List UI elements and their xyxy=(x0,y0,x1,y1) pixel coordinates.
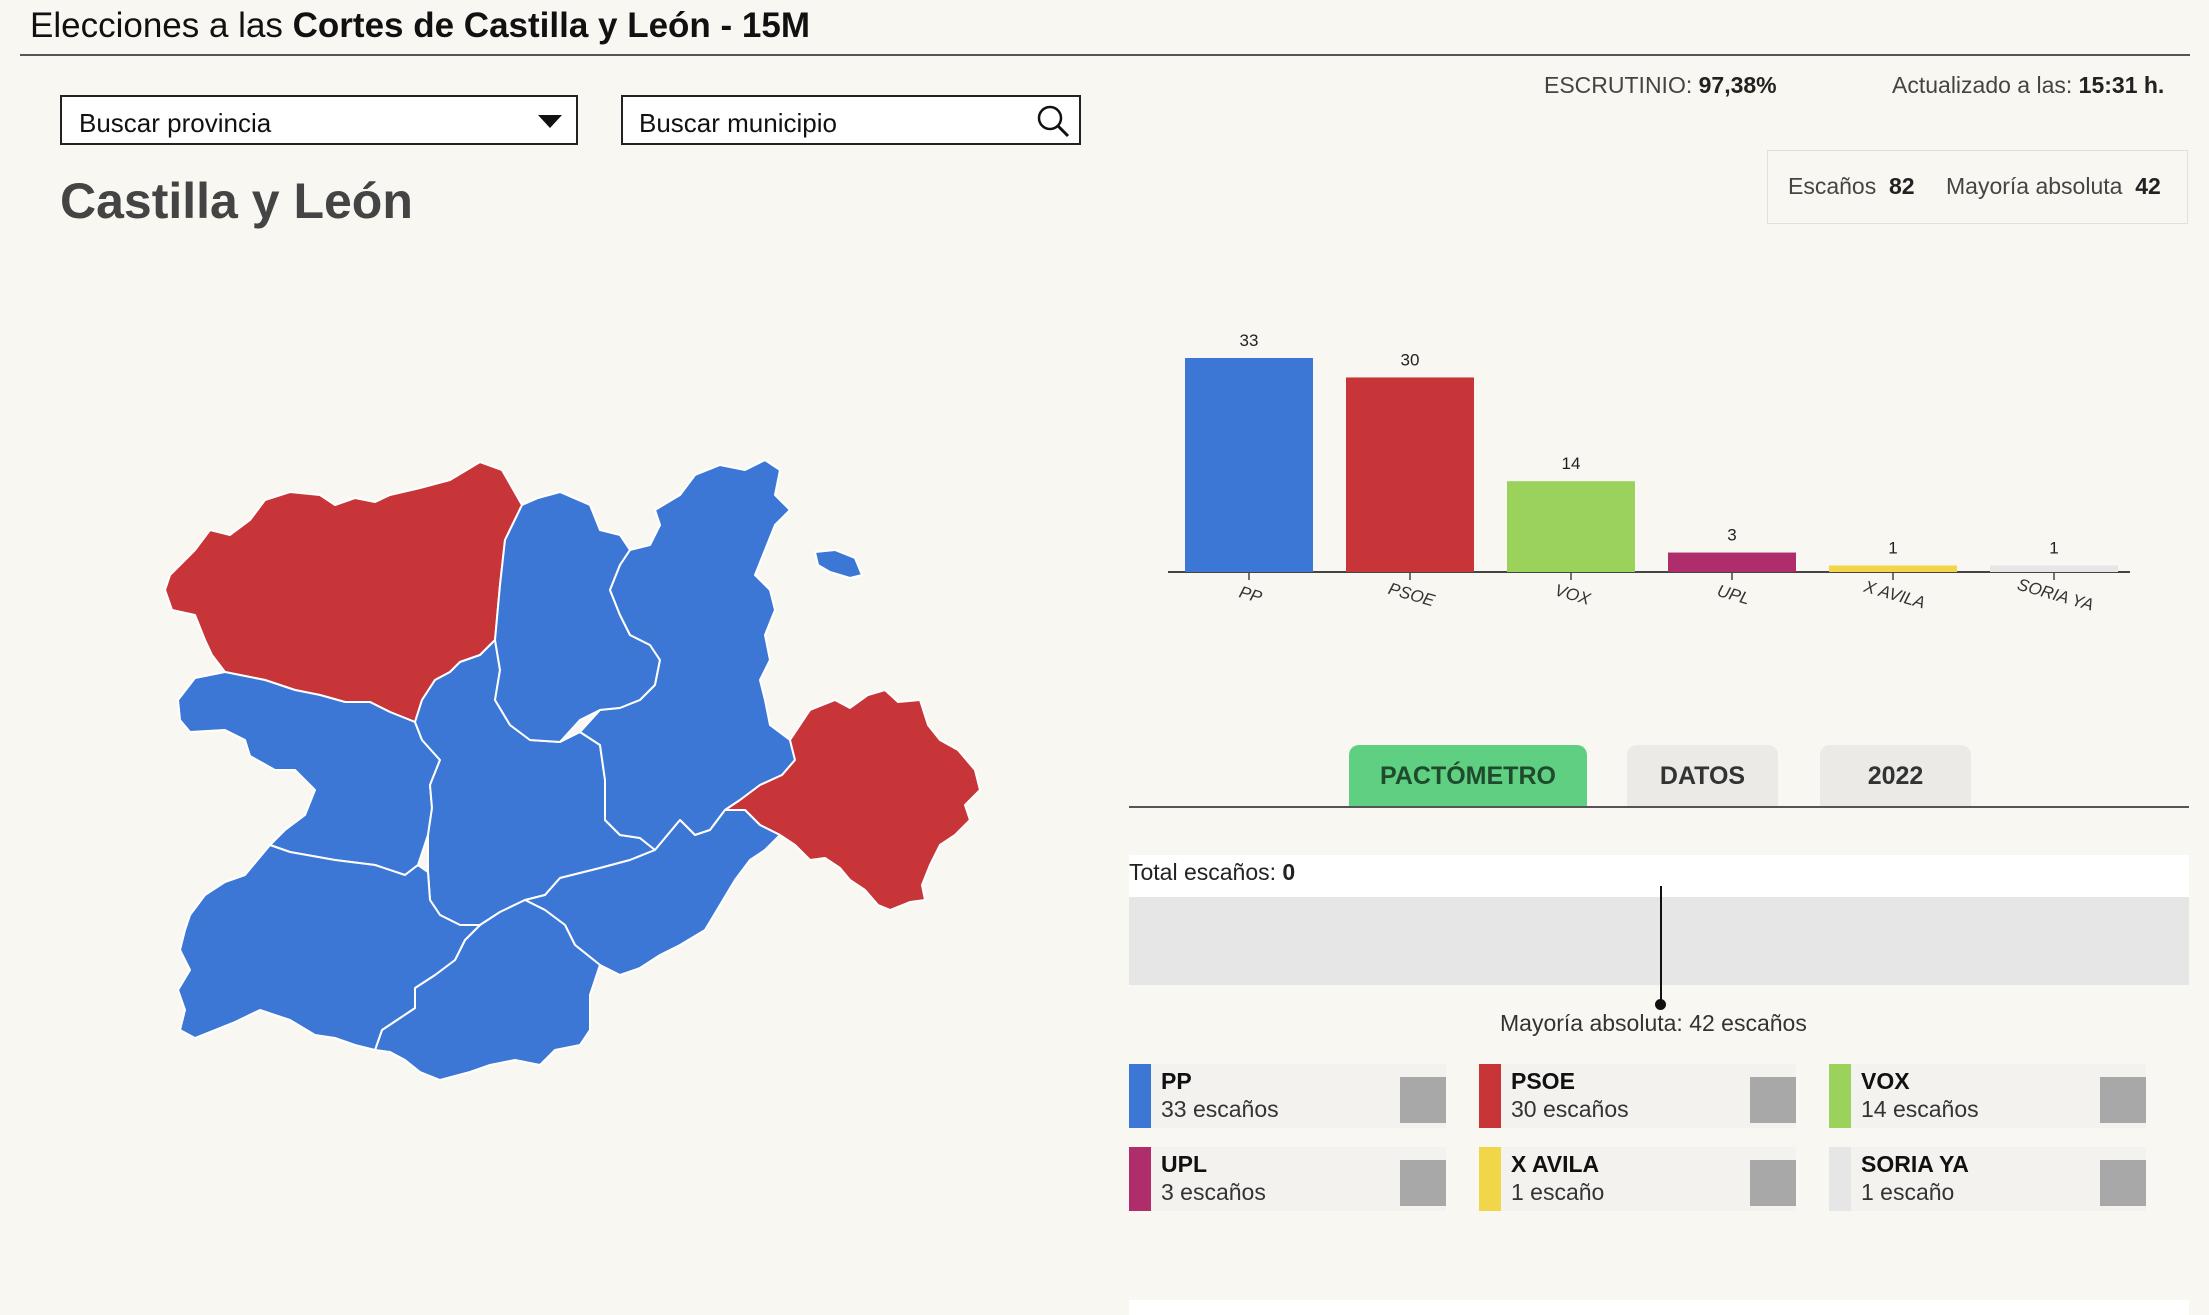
scrutiny-value: 97,38% xyxy=(1698,72,1777,98)
party-name: UPL xyxy=(1161,1151,1207,1177)
election-title-prefix: Elecciones a las xyxy=(30,6,293,45)
chart-value-label-vox: 14 xyxy=(1562,454,1581,473)
chart-bar-pp[interactable] xyxy=(1185,358,1313,572)
party-toggle-checkbox[interactable] xyxy=(1400,1160,1446,1206)
chart-value-label-pp: 33 xyxy=(1240,331,1259,350)
tabs-divider xyxy=(1129,806,2189,808)
election-title: Elecciones a las Cortes de Castilla y Le… xyxy=(30,6,810,46)
seats-bar-chart: 33 PP 30 PSOE 14 VOX 3 UPL 1 X AVILA 1 SORIA YA xyxy=(1168,331,2130,615)
updated-value: 15:31 h. xyxy=(2078,72,2165,98)
chart-bar-vox[interactable] xyxy=(1507,481,1635,572)
total-seats-selected: Total escaños: 0 xyxy=(1129,859,1295,886)
election-title-bold: Cortes de Castilla y León - 15M xyxy=(292,6,811,45)
chart-category-label-soria-ya: SORIA YA xyxy=(2015,575,2096,615)
search-icon[interactable] xyxy=(1035,103,1071,139)
chart-value-label-psoe: 30 xyxy=(1401,350,1420,369)
party-seats: 14 escaños xyxy=(1861,1096,1979,1122)
chart-bar-x-avila[interactable] xyxy=(1829,565,1957,572)
party-name: VOX xyxy=(1861,1068,1910,1094)
tab-pactometro[interactable]: PACTÓMETRO xyxy=(1349,745,1587,807)
chart-category-label-psoe: PSOE xyxy=(1386,579,1437,610)
chart-category-label-vox: VOX xyxy=(1553,581,1593,609)
total-seats-label: Escaños xyxy=(1788,173,1877,199)
party-name: SORIA YA xyxy=(1861,1151,1969,1177)
updated-label: Actualizado a las: xyxy=(1892,72,2073,98)
party-color-swatch xyxy=(1829,1064,1851,1128)
party-toggle-checkbox[interactable] xyxy=(2100,1077,2146,1123)
map-province-salamanca[interactable] xyxy=(177,844,481,1051)
absolute-majority: Mayoría absoluta 42 xyxy=(1946,173,2161,200)
seats-summary: Escaños 82 Mayoría absoluta 42 xyxy=(1767,150,2188,224)
party-name: X AVILA xyxy=(1511,1151,1600,1177)
province-select-label: Buscar provincia xyxy=(79,108,272,138)
party-color-swatch xyxy=(1829,1147,1851,1211)
scrutiny-status: ESCRUTINIO: 97,38% xyxy=(1544,72,1777,99)
party-color-swatch xyxy=(1129,1064,1151,1128)
party-toggle-checkbox[interactable] xyxy=(1750,1077,1796,1123)
party-card-psoe[interactable]: PSOE 30 escaños xyxy=(1479,1064,1796,1128)
total-seats: Escaños 82 xyxy=(1788,173,1915,200)
party-card-vox[interactable]: VOX 14 escaños xyxy=(1829,1064,2146,1128)
scrutiny-label: ESCRUTINIO: xyxy=(1544,72,1693,98)
chevron-down-icon xyxy=(538,115,562,128)
absolute-majority-value: 42 xyxy=(2135,173,2161,199)
chart-value-label-x-avila: 1 xyxy=(1888,539,1897,558)
party-seats: 1 escaño xyxy=(1511,1179,1605,1205)
majority-marker-label: Mayoría absoluta: 42 escaños xyxy=(1500,1010,1807,1036)
party-color-swatch xyxy=(1479,1064,1501,1128)
party-toggle-checkbox[interactable] xyxy=(1400,1077,1446,1123)
municipality-search-input[interactable]: Buscar municipio xyxy=(621,95,1081,145)
next-section-edge xyxy=(1129,1300,2189,1315)
absolute-majority-label: Mayoría absoluta xyxy=(1946,173,2123,199)
party-color-swatch xyxy=(1129,1147,1151,1211)
pactometro-bar xyxy=(1129,897,2189,985)
tab-datos[interactable]: DATOS xyxy=(1627,745,1778,807)
chart-category-label-pp: PP xyxy=(1237,582,1265,607)
party-card-pp[interactable]: PP 33 escaños xyxy=(1129,1064,1446,1128)
party-card-soria-ya[interactable]: SORIA YA 1 escaño xyxy=(1829,1147,2146,1211)
party-color-swatch xyxy=(1479,1147,1501,1211)
page-header: Elecciones a las Cortes de Castilla y Le… xyxy=(20,0,2190,56)
chart-value-label-upl: 3 xyxy=(1727,526,1736,545)
chart-value-label-soria-ya: 1 xyxy=(2049,539,2058,558)
party-toggle-checkbox[interactable] xyxy=(1750,1160,1796,1206)
party-seats: 30 escaños xyxy=(1511,1096,1629,1122)
map-province-burgos-exclave[interactable] xyxy=(814,549,863,579)
party-card-upl[interactable]: UPL 3 escaños xyxy=(1129,1147,1446,1211)
map-province-segovia[interactable] xyxy=(524,809,781,976)
party-seats: 1 escaño xyxy=(1861,1179,1955,1205)
total-selected-value: 0 xyxy=(1282,859,1296,885)
party-name: PSOE xyxy=(1511,1068,1575,1094)
chart-category-label-x-avila: X AVILA xyxy=(1861,577,1927,613)
tab-2022[interactable]: 2022 xyxy=(1820,745,1971,807)
party-card-x-avila[interactable]: X AVILA 1 escaño xyxy=(1479,1147,1796,1211)
chart-bar-upl[interactable] xyxy=(1668,552,1796,572)
chart-bar-psoe[interactable] xyxy=(1346,377,1474,572)
municipality-search-placeholder: Buscar municipio xyxy=(639,108,837,138)
province-select[interactable]: Buscar provincia xyxy=(60,95,578,145)
party-seats: 33 escaños xyxy=(1161,1096,1279,1122)
total-seats-value: 82 xyxy=(1889,173,1915,199)
party-name: PP xyxy=(1161,1068,1192,1094)
majority-marker-dot xyxy=(1655,999,1666,1010)
chart-category-label-upl: UPL xyxy=(1715,581,1752,608)
region-title: Castilla y León xyxy=(60,173,413,229)
party-toggle-checkbox[interactable] xyxy=(2100,1160,2146,1206)
total-selected-label: Total escaños: xyxy=(1129,859,1277,885)
majority-marker-line xyxy=(1660,886,1662,1004)
region-map xyxy=(164,459,981,1081)
party-seats: 3 escaños xyxy=(1161,1179,1266,1205)
chart-bar-soria-ya[interactable] xyxy=(1990,565,2118,572)
updated-status: Actualizado a las: 15:31 h. xyxy=(1892,72,2164,99)
